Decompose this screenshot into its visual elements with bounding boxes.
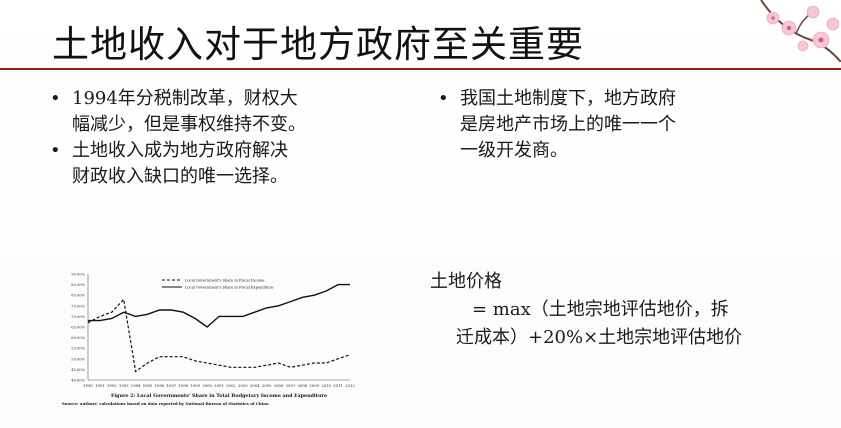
cherry-blossom-decoration <box>760 0 841 62</box>
x-tick-label: 1999 <box>190 383 200 388</box>
x-tick-label: 2004 <box>250 383 260 388</box>
land-price-formula: 土地价格 = max（土地宗地评估地价，拆 迁成本）+20%×土地宗地评估地价 <box>430 268 742 352</box>
x-tick-label: 2001 <box>214 383 224 388</box>
x-tick-label: 1998 <box>178 383 188 388</box>
chart-title: Figure 2: Local Governments' Share in To… <box>111 393 327 399</box>
left-bullet-list: 1994年分税制改革，财权大 幅减少，但是事权维持不变。 土地收入成为地方政府解… <box>50 86 350 190</box>
x-tick-label: 2003 <box>238 383 248 388</box>
legend-label-1: Local Government's Share in Fiscal Incom… <box>185 278 264 282</box>
x-tick-label: 2009 <box>309 383 319 388</box>
left-bullet-2-line1: 土地收入成为地方政府解决 <box>72 140 288 161</box>
x-tick-label: 2007 <box>286 383 296 388</box>
left-bullet-1-line1: 1994年分税制改革，财权大 <box>72 88 298 109</box>
x-tick-label: 2005 <box>262 383 272 388</box>
x-tick-label: 2000 <box>202 383 212 388</box>
y-tick-label: 80.00% <box>71 294 85 298</box>
y-tick-label: 75.00% <box>71 304 85 308</box>
y-tick-label: 90.00% <box>71 273 85 277</box>
x-tick-label: 1990 <box>83 383 93 388</box>
title-divider <box>0 68 841 70</box>
right-bullet-1: 我国土地制度下，地方政府 是房地产市场上的唯一一个 一级开发商。 <box>438 86 738 164</box>
x-tick-label: 2012 <box>345 383 355 388</box>
left-bullet-2-line2: 财政收入缺口的唯一选择。 <box>72 166 288 187</box>
right-bullet-1-line3: 一级开发商。 <box>460 140 568 161</box>
formula-label: 土地价格 <box>430 271 502 292</box>
left-bullet-2: 土地收入成为地方政府解决 财政收入缺口的唯一选择。 <box>50 138 350 190</box>
y-tick-label: 40.00% <box>71 379 85 383</box>
local-government-share-chart: 90.00% 85.00% 80.00% 75.00% 70.00% 65.00% 60.0… <box>62 273 355 407</box>
x-tick-label: 2006 <box>274 383 284 388</box>
y-tick-label: 85.00% <box>71 283 85 287</box>
series-line-1 <box>87 298 351 373</box>
x-tick-label: 2011 <box>333 383 343 388</box>
y-tick-label: 50.00% <box>71 357 85 361</box>
formula-line-3: 迁成本）+20%×土地宗地评估地价 <box>456 327 743 348</box>
x-tick-label: 1997 <box>167 383 177 388</box>
x-tick-label: 1995 <box>143 383 153 388</box>
left-bullet-1: 1994年分税制改革，财权大 幅减少，但是事权维持不变。 <box>50 86 350 138</box>
right-bullet-1-line1: 我国土地制度下，地方政府 <box>460 88 676 109</box>
y-tick-label: 70.00% <box>71 315 85 319</box>
chart-source: Source: authors' calculations based on d… <box>62 401 269 406</box>
left-bullet-1-line2: 幅减少，但是事权维持不变。 <box>72 114 306 135</box>
x-tick-label: 1993 <box>119 383 129 388</box>
y-tick-label: 60.00% <box>71 336 85 340</box>
x-tick-label: 2008 <box>298 383 308 388</box>
x-tick-label: 1992 <box>107 383 117 388</box>
x-tick-label: 2010 <box>321 383 331 388</box>
x-tick-label: 2002 <box>226 383 236 388</box>
right-bullet-1-line2: 是房地产市场上的唯一一个 <box>460 114 676 135</box>
slide-title: 土地收入对于地方政府至关重要 <box>52 23 584 66</box>
x-tick-label: 1994 <box>131 383 141 388</box>
x-tick-label: 1996 <box>155 383 165 388</box>
y-tick-label: 45.00% <box>71 368 85 372</box>
x-tick-label: 1991 <box>95 383 105 388</box>
y-tick-label: 65.00% <box>71 326 85 330</box>
series-line-2 <box>88 283 350 328</box>
legend-label-2: Local Government's Share in Fiscal Expen… <box>185 285 273 289</box>
right-bullet-list: 我国土地制度下，地方政府 是房地产市场上的唯一一个 一级开发商。 <box>438 86 738 164</box>
formula-line-2: = max（土地宗地评估地价，拆 <box>472 299 729 320</box>
y-tick-label: 55.00% <box>71 347 85 351</box>
